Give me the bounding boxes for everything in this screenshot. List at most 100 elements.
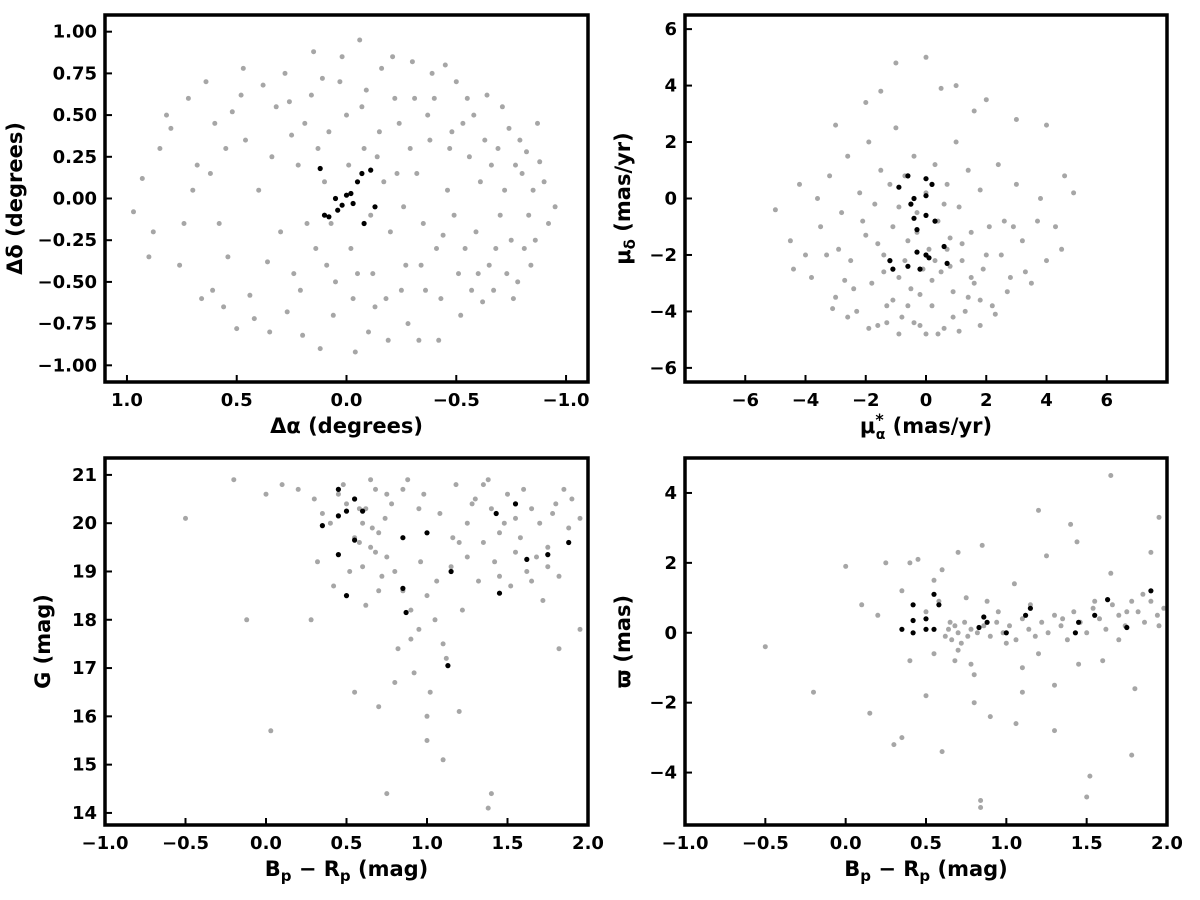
field-point (577, 515, 583, 521)
field-point (513, 515, 518, 521)
field-point (1022, 269, 1028, 275)
field-point (1044, 553, 1049, 559)
field-point (532, 237, 538, 243)
field-point (295, 162, 301, 168)
field-point (545, 544, 551, 550)
field-point (469, 287, 475, 293)
field-point (436, 337, 442, 343)
field-point (418, 559, 424, 565)
field-point (322, 179, 327, 185)
field-point (811, 689, 816, 695)
field-point (1148, 598, 1154, 604)
x-tick-label: −1.0 (82, 833, 129, 854)
field-point (352, 349, 358, 355)
field-point (405, 321, 411, 327)
field-point (1084, 794, 1090, 800)
field-point (505, 491, 510, 497)
member-point (339, 202, 345, 208)
field-point (1019, 665, 1025, 671)
field-point (395, 646, 401, 652)
y-tick-label: −4 (649, 763, 677, 784)
member-point (1148, 588, 1154, 594)
y-tick-label: 15 (72, 755, 97, 776)
field-point (401, 204, 407, 210)
field-point (863, 100, 869, 105)
field-point (890, 224, 896, 230)
field-point (952, 623, 958, 629)
y-tick-label: 0.75 (53, 63, 97, 84)
x-tick-label: 0.5 (331, 833, 363, 854)
field-point (907, 560, 913, 566)
field-point (492, 559, 498, 565)
field-point (278, 229, 284, 235)
field-point (396, 120, 402, 126)
field-point (363, 87, 369, 93)
field-point (899, 314, 905, 320)
field-point (939, 567, 945, 573)
field-point (424, 593, 430, 599)
field-point (851, 286, 857, 292)
field-point (221, 304, 227, 310)
member-point (332, 195, 339, 202)
field-point (513, 549, 518, 555)
field-point (762, 644, 768, 650)
field-point (408, 607, 414, 613)
member-point (343, 508, 350, 514)
x-tick-label: 1.5 (492, 833, 524, 854)
field-point (947, 619, 953, 625)
field-point (476, 578, 481, 584)
member-point (524, 556, 530, 563)
field-point (926, 246, 932, 252)
field-point (866, 325, 872, 331)
y-tick-label: 1.00 (53, 22, 97, 43)
x-tick-label: 1.5 (1071, 833, 1103, 854)
x-tick-label: 6 (1100, 390, 1113, 411)
field-point (905, 238, 911, 244)
field-point (815, 196, 820, 201)
field-point (931, 577, 937, 583)
member-point (400, 535, 406, 541)
field-point (1003, 640, 1009, 646)
field-point (953, 83, 959, 89)
field-point (315, 146, 321, 151)
field-point (1035, 218, 1040, 224)
field-point (279, 482, 285, 488)
field-point (1032, 633, 1038, 639)
field-point (866, 139, 872, 145)
field-point (234, 326, 240, 332)
member-point (910, 602, 916, 608)
field-point (534, 554, 539, 560)
field-point (981, 623, 987, 629)
field-point (453, 79, 459, 85)
x-tick-label: 1.0 (990, 833, 1022, 854)
field-point (986, 224, 992, 230)
field-point (923, 609, 929, 615)
field-point (989, 303, 995, 309)
field-point (803, 252, 808, 258)
field-point (577, 626, 583, 632)
field-point (244, 617, 250, 623)
field-point (962, 308, 968, 314)
field-point (1116, 637, 1122, 643)
field-point (372, 304, 378, 310)
field-point (530, 187, 536, 193)
field-point (456, 271, 461, 277)
field-point (1011, 581, 1017, 587)
field-point (368, 477, 374, 483)
y-tick-label: 0 (664, 189, 677, 210)
field-point (357, 37, 363, 43)
field-point (867, 710, 873, 716)
field-point (968, 661, 974, 667)
field-point (398, 287, 404, 293)
field-point (561, 486, 567, 492)
field-point (268, 728, 274, 734)
field-point (360, 520, 366, 526)
field-point (944, 181, 950, 187)
field-point (550, 511, 556, 516)
y-tick-label: 6 (664, 19, 677, 40)
field-point (333, 279, 338, 285)
field-point (363, 602, 369, 608)
field-point (267, 329, 273, 335)
field-point (1007, 275, 1013, 280)
y-tick-label: 0.50 (53, 105, 97, 126)
